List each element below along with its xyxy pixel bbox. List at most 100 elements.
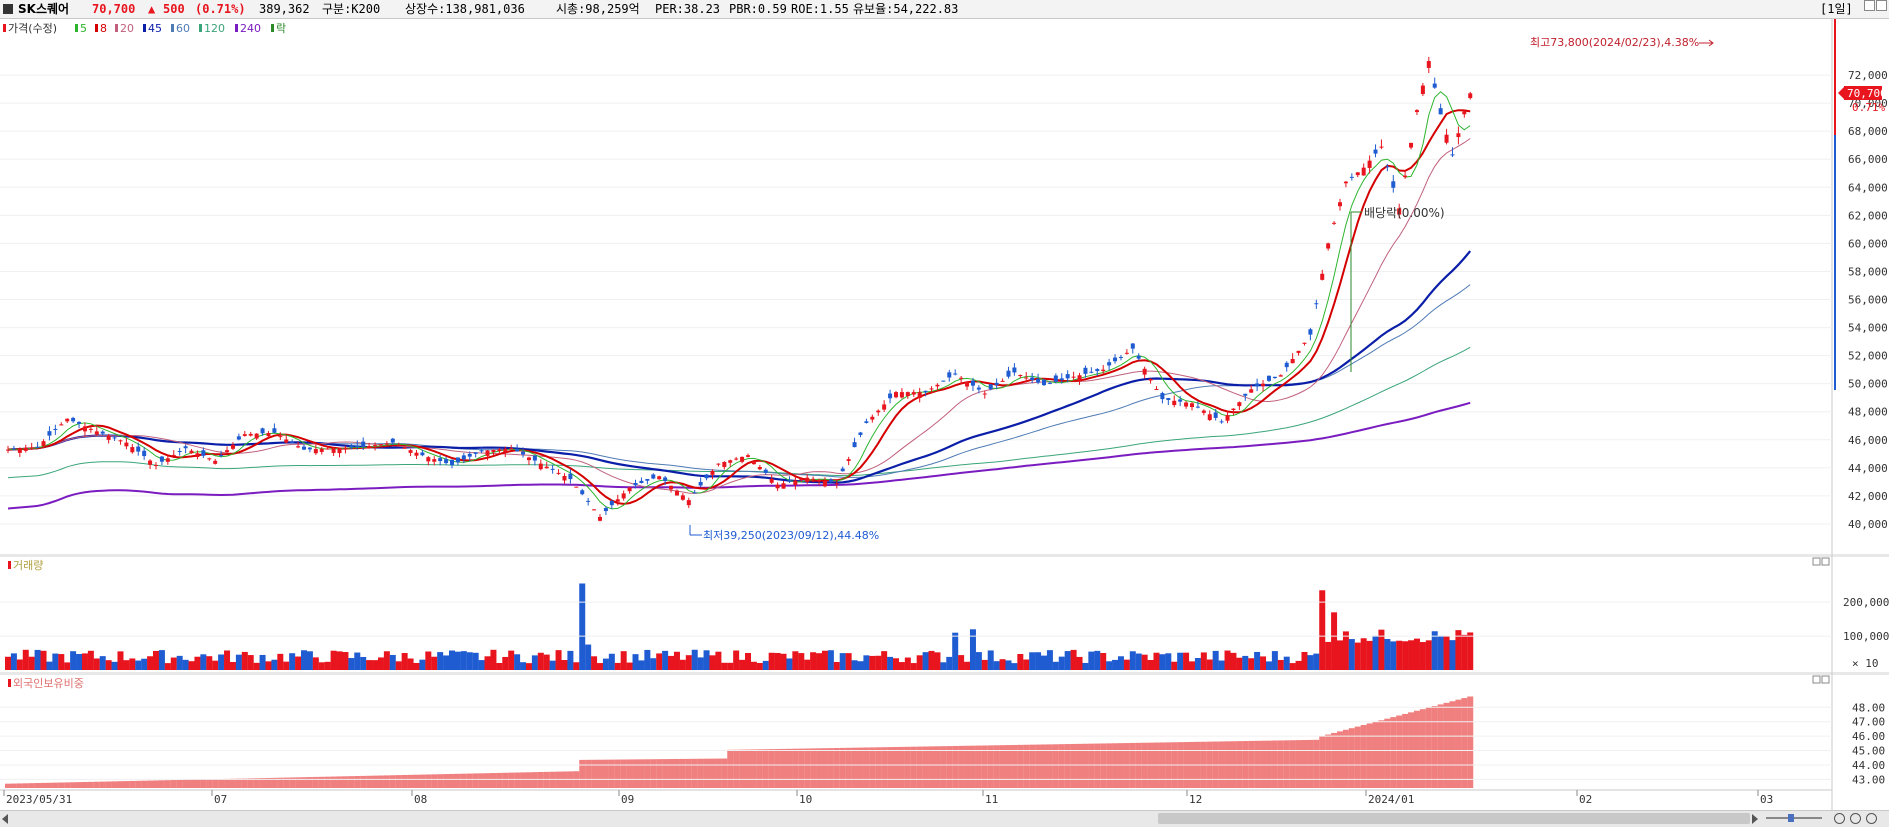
foreign-tick-label: 45.00 [1852,745,1885,758]
volume-bar [259,654,266,670]
foreign-bar [478,773,485,788]
foreign-bar [1254,740,1261,788]
foreign-bar [827,748,834,788]
foreign-tick-label: 44.00 [1852,759,1885,772]
foreign-bar [745,749,751,788]
foreign-bar [1413,710,1420,788]
foreign-bar [383,775,390,788]
volume-bar [597,663,603,670]
candle-body [65,418,70,422]
segment-info: 구분:K200 [322,2,381,16]
volume-bar [342,652,349,670]
price-tick-label: 42,000 [1848,490,1888,503]
foreign-bar [93,781,100,788]
volume-bar [969,629,976,670]
foreign-bar [1123,743,1130,788]
foreign-bar [614,759,621,788]
price-tick-label: 64,000 [1848,181,1888,194]
volume-panel-controls[interactable] [1812,557,1830,566]
candle-body [361,441,366,447]
scroll-right-arrow[interactable] [1752,814,1758,824]
foreign-bar [1301,740,1308,788]
candle-body [680,495,685,500]
foreign-bar [940,746,947,788]
volume-bar [295,656,302,670]
foreign-bar [1082,743,1089,788]
volume-bar [810,652,817,670]
last-price-label: 70,700 [1847,87,1887,100]
period-button[interactable]: [1일] [1820,2,1853,16]
zoom-out-icon[interactable] [1834,813,1845,824]
candle-body [485,450,490,456]
last-price-marker: 70,700 0.71% [1838,86,1887,114]
foreign-bar [946,746,953,788]
zoom-reset-icon[interactable] [1866,813,1877,824]
title-bar: SK스퀘어 70,700 ▲ 500 (0.71%) 389,362 구분:K2… [0,0,1889,19]
foreign-bar [1052,744,1059,788]
horizontal-scrollbar[interactable] [0,810,1889,827]
restore-button[interactable] [1864,0,1875,11]
foreign-bar [833,747,840,788]
foreign-bar [875,747,882,788]
foreign-bar [188,779,195,788]
foreign-bar [348,776,355,788]
foreign-bar [1307,739,1314,788]
candle-body [1237,402,1242,407]
volume-bar [685,655,692,670]
zoom-in-icon[interactable] [1850,813,1861,824]
volume-bar [703,650,710,670]
foreign-bar [1094,743,1101,788]
foreign-bar [443,774,450,788]
volume-bar [1058,656,1065,670]
candle-body [686,500,691,506]
volume-bar [389,654,396,670]
candle-body [586,500,591,502]
volume-bar [691,649,698,670]
candle-body [947,372,952,378]
candle-body [828,479,833,483]
volume-bar [958,655,965,670]
candle-body [917,392,922,398]
foreign-bar [70,782,77,788]
foreign-bar [22,783,29,788]
x-axis-label: 02 [1579,793,1592,806]
candle-body [1059,378,1064,381]
foreign-bar [472,773,479,788]
close-button[interactable] [1876,0,1887,11]
foreign-bar [366,775,373,788]
foreign-bar [123,781,130,788]
volume-bar [431,656,438,670]
volume-bar [1461,634,1468,670]
foreign-bar [224,778,231,788]
foreign-bar [1449,701,1456,788]
foreign-bar [916,746,923,788]
candle-body [1083,367,1088,374]
scroll-thumb[interactable] [1158,813,1750,824]
zoom-slider[interactable] [1766,817,1822,819]
volume-bar [1360,638,1367,670]
volume-bar [117,651,124,670]
candle-body [1077,375,1082,381]
foreign-panel-controls[interactable] [1812,675,1830,684]
foreign-bar [141,780,148,788]
candle-body [41,441,46,447]
candle-body [503,448,508,453]
candle-body [1154,389,1159,391]
volume-bar [158,650,165,670]
candle-body [77,421,82,424]
candle-body [538,463,543,470]
foreign-bar [691,758,698,788]
foreign-bar [1064,744,1071,788]
candle-body [1089,371,1094,373]
x-axis-label: 09 [621,793,634,806]
foreign-bar [1354,726,1361,788]
volume-bar [377,657,384,670]
foreign-bar [354,776,361,788]
foreign-bar [898,746,905,788]
volume-bar [1402,641,1409,670]
foreign-legend: 외국인보유비중 [8,677,84,690]
scroll-left-arrow[interactable] [2,814,8,824]
zoom-slider-handle[interactable] [1788,814,1794,822]
foreign-bar [662,759,669,788]
candle-body [260,428,265,434]
